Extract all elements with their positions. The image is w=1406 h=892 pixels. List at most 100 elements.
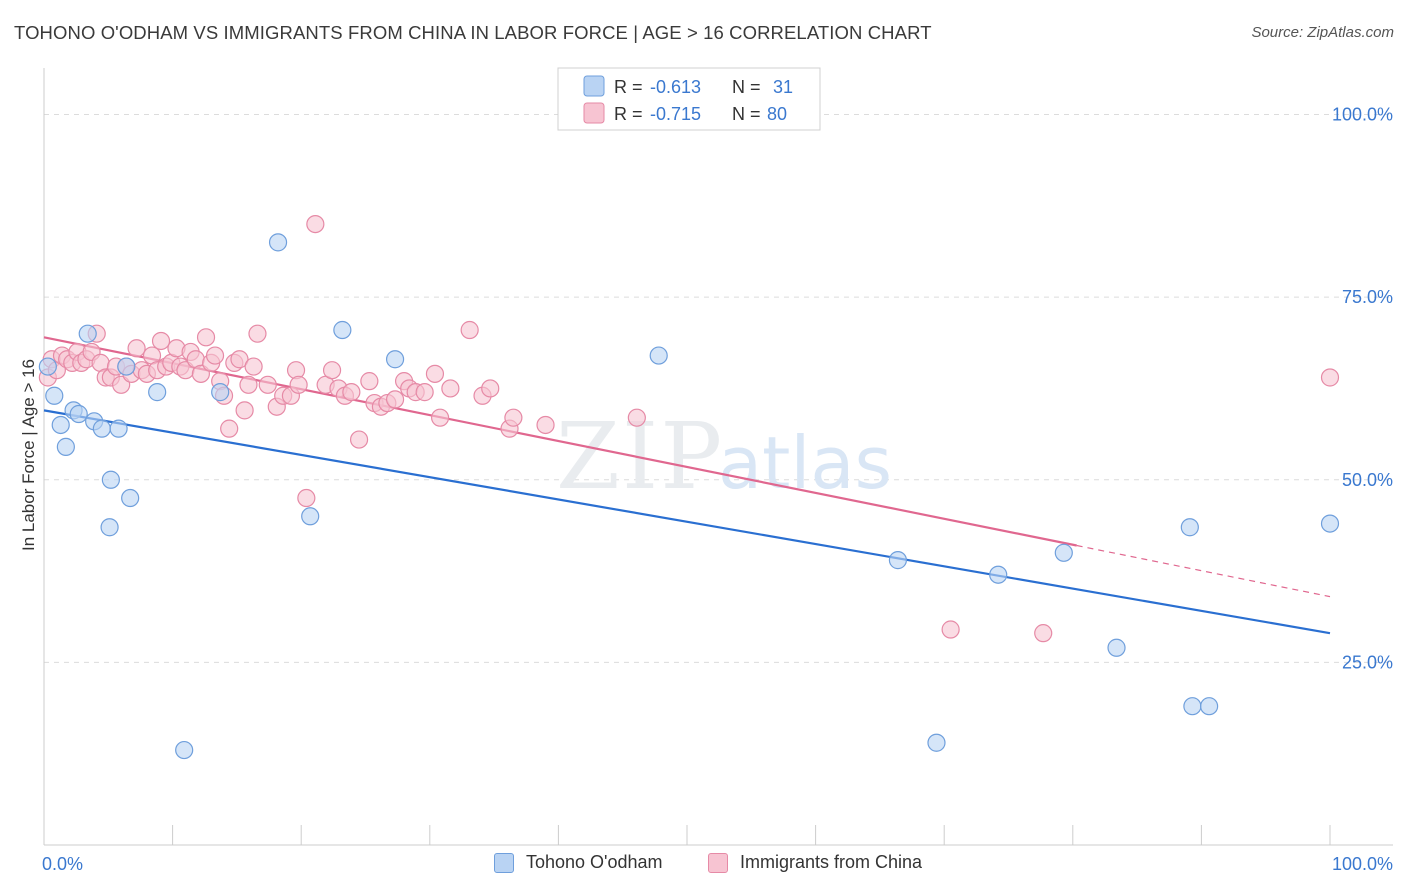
point-china-69 (441, 379, 460, 398)
point-tohono-17 (268, 233, 288, 252)
point-china-74 (504, 408, 523, 427)
point-tohono-3 (56, 437, 75, 456)
point-china-68 (430, 408, 450, 427)
watermark: ZIP atlas (556, 403, 892, 510)
point-tohono-11 (109, 419, 128, 438)
trend-layer (43, 336, 1331, 635)
legend-r-label-0: R = (614, 77, 643, 97)
point-tohono-25 (1054, 543, 1073, 562)
y-axis-label: In Labor Force | Age > 16 (19, 359, 38, 551)
point-tohono-1 (45, 386, 64, 405)
legend-swatch-1 (583, 102, 605, 124)
legend-n-label-1: N = (732, 104, 761, 124)
point-tohono-8 (92, 419, 111, 438)
bottom-legend-item-tohono: Tohono O'odham (494, 852, 663, 873)
y-tick-label-0: 25.0% (1342, 652, 1393, 672)
point-china-62 (385, 390, 405, 409)
point-china-18 (127, 339, 146, 358)
point-china-79 (1320, 368, 1340, 387)
source-attribution: Source: ZipAtlas.com (1251, 24, 1394, 41)
point-china-72 (481, 379, 500, 398)
bottom-legend: Tohono O'odham Immigrants from China (0, 852, 1406, 878)
watermark-atlas: atlas (718, 421, 892, 505)
points-layer (38, 214, 1340, 760)
point-china-32 (196, 328, 216, 347)
point-tohono-0 (38, 357, 57, 376)
point-china-23 (151, 331, 171, 351)
point-china-53 (322, 361, 342, 380)
point-tohono-5 (69, 404, 88, 424)
point-tohono-12 (121, 488, 140, 508)
point-tohono-2 (51, 415, 70, 435)
trend-line-china-extrapolated (1076, 544, 1331, 598)
point-china-42 (244, 357, 263, 376)
bottom-legend-swatch-tohono (494, 852, 514, 873)
point-tohono-21 (649, 346, 668, 365)
legend-row-0: R = -0.613 N = 31 (583, 75, 793, 97)
point-china-58 (360, 372, 379, 391)
point-tohono-20 (385, 350, 405, 369)
point-tohono-28 (1183, 697, 1202, 716)
bottom-legend-label-tohono: Tohono O'odham (526, 852, 663, 872)
bottom-legend-swatch-china (708, 852, 728, 873)
point-tohono-14 (148, 383, 167, 402)
point-china-51 (306, 214, 325, 234)
point-tohono-9 (101, 470, 120, 489)
point-tohono-29 (1200, 697, 1219, 716)
legend-r-value-1: -0.715 (650, 104, 701, 124)
point-china-56 (342, 383, 361, 402)
bottom-legend-item-china: Immigrants from China (708, 852, 922, 873)
legend-n-label-0: N = (732, 77, 761, 97)
y-tick-label-2: 75.0% (1342, 287, 1393, 307)
point-china-50 (297, 488, 316, 508)
point-tohono-6 (78, 324, 97, 343)
x-tick-label-0: 0.0% (42, 854, 83, 874)
legend-r-label-1: R = (614, 104, 643, 124)
y-tick-label-1: 50.0% (1342, 470, 1393, 490)
point-tohono-27 (1180, 518, 1199, 537)
point-tohono-18 (301, 507, 320, 526)
point-tohono-24 (989, 565, 1008, 584)
point-china-57 (349, 430, 369, 449)
y-tick-label-3: 100.0% (1332, 105, 1393, 125)
point-china-66 (415, 383, 434, 402)
point-china-77 (941, 620, 960, 639)
legend-row-1: R = -0.715 N = 80 (583, 102, 787, 124)
point-china-34 (205, 346, 225, 365)
point-tohono-22 (888, 551, 908, 570)
trend-line-china (43, 336, 1077, 547)
point-china-78 (1034, 624, 1053, 643)
legend-swatch-0 (583, 75, 605, 97)
point-tohono-26 (1107, 638, 1126, 657)
point-china-75 (536, 415, 555, 435)
point-tohono-10 (100, 518, 119, 537)
point-china-43 (248, 324, 267, 343)
point-china-40 (235, 401, 254, 420)
point-china-39 (230, 350, 249, 369)
legend-r-value-0: -0.613 (650, 77, 701, 97)
chart-title: TOHONO O'ODHAM VS IMMIGRANTS FROM CHINA … (14, 22, 932, 43)
tick-label-layer: 25.0% 50.0% 75.0% 100.0% 0.0% 100.0% (42, 105, 1393, 874)
point-china-37 (220, 419, 239, 438)
point-china-44 (258, 375, 277, 394)
axes-layer (43, 68, 1393, 846)
point-tohono-15 (175, 740, 194, 760)
legend-n-value-0: 31 (773, 77, 793, 97)
point-tohono-13 (117, 357, 136, 376)
point-china-41 (239, 375, 258, 394)
point-china-49 (289, 375, 308, 394)
legend-n-value-1: 80 (767, 104, 787, 124)
point-tohono-16 (211, 383, 230, 402)
legend-box: R = -0.613 N = 31 R = -0.715 N = 80 (557, 67, 821, 131)
point-tohono-19 (333, 320, 352, 340)
point-china-70 (460, 320, 479, 340)
bottom-legend-label-china: Immigrants from China (740, 852, 923, 872)
x-tick-label-1: 100.0% (1332, 854, 1393, 874)
point-tohono-30 (1320, 514, 1340, 533)
grid-layer (44, 114, 1393, 663)
point-tohono-23 (927, 733, 946, 752)
trend-line-tohono (43, 409, 1331, 635)
point-china-76 (627, 408, 646, 427)
point-china-67 (425, 364, 445, 383)
